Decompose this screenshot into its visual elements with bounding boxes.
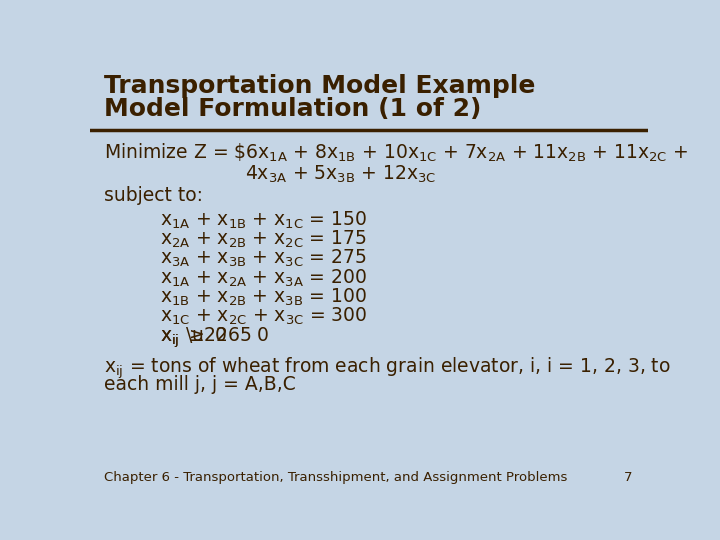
Text: Minimize Z = $\mathregular{\$6x_{1A}}$ + $\mathregular{8x_{1B}}$ + $\mathregular: Minimize Z = $\mathregular{\$6x_{1A}}$ +… (104, 142, 688, 164)
Text: Chapter 6 - Transportation, Transshipment, and Assignment Problems: Chapter 6 - Transportation, Transshipmen… (104, 471, 567, 484)
Text: $\mathregular{x_{1B}}$ + $\mathregular{x_{2B}}$ + $\mathregular{x_{3B}}$ = 100: $\mathregular{x_{1B}}$ + $\mathregular{x… (160, 287, 366, 308)
Text: $\mathregular{4x_{3A}}$ + $\mathregular{5x_{3B}}$ + $\mathregular{12x_{3C}}$: $\mathregular{4x_{3A}}$ + $\mathregular{… (245, 164, 436, 185)
Text: $\mathregular{x_{1C}}$ + $\mathregular{x_{2C}}$ + $\mathregular{x_{3C}}$ = 300: $\mathregular{x_{1C}}$ + $\mathregular{x… (160, 306, 367, 327)
Text: 7: 7 (624, 471, 632, 484)
Text: $\mathregular{x_{ij}}$ = tons of wheat from each grain elevator, i, i = 1, 2, 3,: $\mathregular{x_{ij}}$ = tons of wheat f… (104, 356, 670, 381)
Text: $\mathregular{x_{ij}}$ $\geq$ 0: $\mathregular{x_{ij}}$ $\geq$ 0 (160, 325, 227, 349)
Text: $\mathregular{x_{ij}}$ \u2265 0: $\mathregular{x_{ij}}$ \u2265 0 (160, 325, 269, 349)
Text: each mill j, j = A,B,C: each mill j, j = A,B,C (104, 375, 296, 394)
Text: Transportation Model Example: Transportation Model Example (104, 74, 536, 98)
Text: Model Formulation (1 of 2): Model Formulation (1 of 2) (104, 97, 482, 121)
Text: $\mathregular{x_{1A}}$ + $\mathregular{x_{1B}}$ + $\mathregular{x_{1C}}$ = 150: $\mathregular{x_{1A}}$ + $\mathregular{x… (160, 210, 367, 231)
Text: $\mathregular{x_{1A}}$ + $\mathregular{x_{2A}}$ + $\mathregular{x_{3A}}$ = 200: $\mathregular{x_{1A}}$ + $\mathregular{x… (160, 267, 366, 288)
Text: $\mathregular{x_{2A}}$ + $\mathregular{x_{2B}}$ + $\mathregular{x_{2C}}$ = 175: $\mathregular{x_{2A}}$ + $\mathregular{x… (160, 229, 366, 250)
Text: $\mathregular{x_{3A}}$ + $\mathregular{x_{3B}}$ + $\mathregular{x_{3C}}$ = 275: $\mathregular{x_{3A}}$ + $\mathregular{x… (160, 248, 366, 269)
Text: subject to:: subject to: (104, 186, 203, 205)
